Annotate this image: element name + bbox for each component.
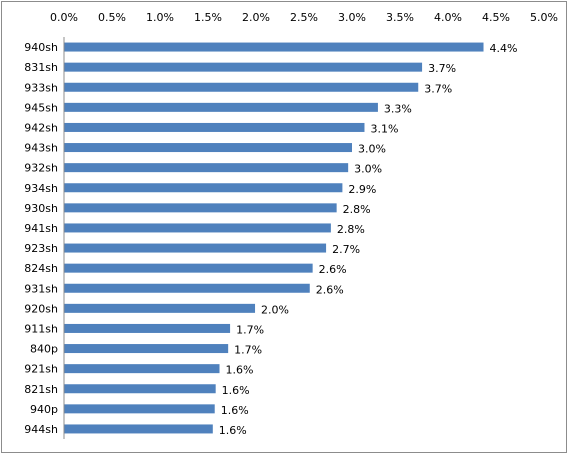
bar (64, 62, 423, 72)
bar (64, 344, 229, 354)
data-label: 4.4% (490, 42, 518, 55)
x-tick-label: 2.5% (290, 11, 318, 24)
x-tick-label: 3.0% (338, 11, 366, 24)
data-label: 1.7% (234, 344, 262, 357)
data-label: 2.8% (343, 203, 371, 216)
bar (64, 82, 419, 92)
category-label: 911sh (24, 322, 58, 335)
bar (64, 102, 378, 112)
data-label: 2.9% (348, 183, 376, 196)
bar (64, 424, 213, 434)
category-labels: 940sh 831sh 933sh 945sh 942sh 943sh 932sh 934sh… (24, 41, 58, 436)
x-tick-label: 4.5% (482, 11, 510, 24)
data-label: 1.7% (236, 323, 264, 336)
x-tick-label: 3.5% (386, 11, 414, 24)
category-label: 840p (30, 343, 58, 356)
bar (64, 143, 352, 153)
x-tick-label: 1.0% (146, 11, 174, 24)
bar (64, 183, 343, 193)
bar (64, 384, 216, 394)
data-labels: 4.4% 3.7% 3.7% 3.3% 3.1% 3.0% 3.0% 2.9% 2.8% 2.8%… (219, 42, 518, 437)
data-label: 1.6% (222, 384, 250, 397)
category-label: 944sh (24, 423, 58, 436)
data-label: 3.0% (358, 143, 386, 156)
data-label: 2.6% (319, 263, 347, 276)
bar (64, 203, 337, 213)
category-label: 931sh (24, 282, 58, 295)
category-label: 943sh (24, 142, 58, 155)
x-tick-label: 5.0% (530, 11, 558, 24)
bar (64, 42, 484, 52)
category-label: 920sh (24, 302, 58, 315)
data-label: 3.7% (424, 82, 452, 95)
data-label: 1.6% (219, 424, 247, 437)
bar (64, 223, 331, 233)
category-label: 921sh (24, 363, 58, 376)
category-label: 942sh (24, 121, 58, 134)
category-label: 934sh (24, 182, 58, 195)
category-label: 831sh (24, 61, 58, 74)
x-tick-label: 0.0% (50, 11, 78, 24)
data-label: 2.6% (316, 283, 344, 296)
x-tick-label: 4.0% (434, 11, 462, 24)
x-tick-label: 0.5% (98, 11, 126, 24)
x-tick-label: 1.5% (194, 11, 222, 24)
data-label: 3.1% (370, 122, 398, 135)
bar (64, 303, 256, 313)
data-label: 1.6% (221, 404, 249, 417)
data-label: 1.6% (226, 364, 254, 377)
category-label: 930sh (24, 202, 58, 215)
category-label: 933sh (24, 81, 58, 94)
bar (64, 243, 327, 253)
category-label: 932sh (24, 162, 58, 175)
x-axis-ticks: 0.0% 0.5% 1.0% 1.5% 2.0% 2.5% 3.0% 3.5% 4.0% 4.5%… (50, 11, 558, 24)
data-label: 3.0% (354, 163, 382, 176)
bar (64, 163, 349, 173)
data-label: 2.7% (332, 243, 360, 256)
bar (64, 404, 215, 414)
category-label: 940sh (24, 41, 58, 54)
x-tick-label: 2.0% (242, 11, 270, 24)
category-label: 821sh (24, 383, 58, 396)
data-label: 2.8% (337, 223, 365, 236)
bar (64, 263, 313, 273)
bar (64, 122, 365, 132)
category-label: 923sh (24, 242, 58, 255)
category-label: 940p (30, 403, 58, 416)
data-label: 3.3% (384, 102, 412, 115)
category-label: 945sh (24, 101, 58, 114)
category-label: 824sh (24, 262, 58, 275)
data-label: 3.7% (428, 62, 456, 75)
bar (64, 364, 220, 374)
bars (64, 42, 484, 434)
bar (64, 283, 310, 293)
bar (64, 323, 231, 333)
category-label: 941sh (24, 222, 58, 235)
data-label: 2.0% (261, 303, 289, 316)
